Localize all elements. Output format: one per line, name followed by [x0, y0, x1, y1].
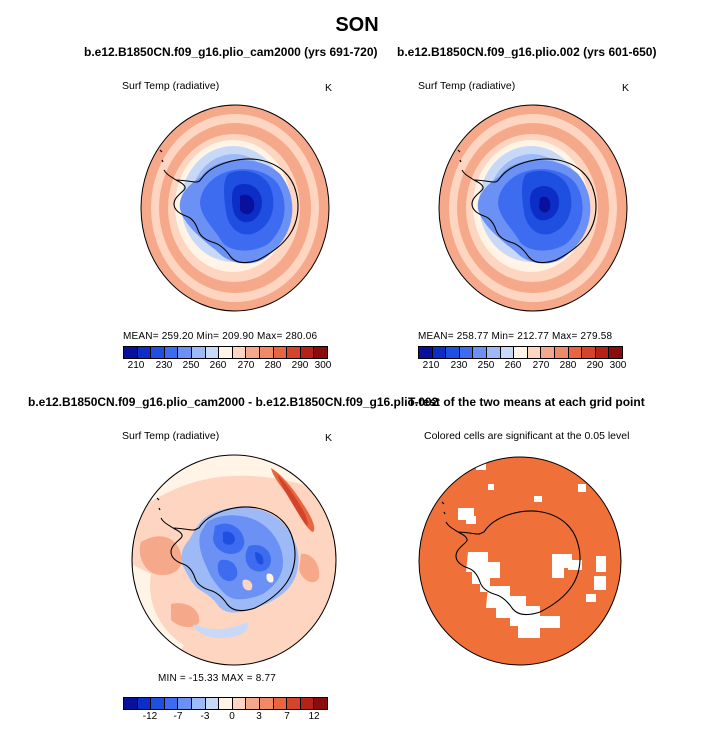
stats-top-right: MEAN= 258.77 Min= 212.77 Max= 279.58 — [418, 331, 613, 342]
colorbar-swatch — [137, 698, 152, 709]
colorbar-swatch — [500, 347, 515, 358]
tick-label: 230 — [155, 360, 173, 371]
colorbar-swatch — [582, 347, 596, 358]
units-label-bottom-left: K — [325, 432, 333, 444]
variable-label-top-right: Surf Temp (radiative) — [418, 80, 516, 92]
tick-label: 0 — [229, 711, 235, 722]
panel-title-top-right: b.e12.B1850CN.f09_g16.plio.002 (yrs 601-… — [397, 45, 657, 59]
colorbar-swatch — [609, 347, 622, 358]
colorbar-swatch — [232, 347, 247, 358]
tick-label: 3 — [256, 711, 262, 722]
colorbar-swatches — [123, 346, 328, 359]
tick-label: 260 — [504, 360, 522, 371]
colorbar-swatch — [514, 347, 528, 358]
colorbar-swatch — [595, 347, 610, 358]
tick-label: 210 — [127, 360, 145, 371]
colorbar-swatch — [432, 347, 447, 358]
colorbar-swatches — [418, 346, 623, 359]
colorbar-swatch — [541, 347, 555, 358]
colorbar-ticks-bottom-left: -12 -7 -3 0 3 7 12 — [123, 711, 328, 725]
panel-title-bottom-left: b.e12.B1850CN.f09_g16.plio_cam2000 - b.e… — [28, 395, 439, 409]
colorbar-swatch — [300, 347, 315, 358]
tick-label: 260 — [209, 360, 227, 371]
tick-label: 280 — [264, 360, 282, 371]
colorbar-swatch — [205, 347, 220, 358]
colorbar-swatch — [473, 347, 487, 358]
panel-title-bottom-right: T-test of the two means at each grid poi… — [408, 395, 645, 409]
units-label-top-left: K — [325, 82, 333, 94]
tick-label: 300 — [314, 360, 332, 371]
units-label-top-right: K — [622, 82, 630, 94]
tick-label: 300 — [609, 360, 627, 371]
colorbar-swatch — [273, 347, 288, 358]
tick-label: 12 — [308, 711, 320, 722]
colorbar-ticks-top-right: 210 230 250 260 270 280 290 300 — [418, 360, 627, 374]
tick-label: 270 — [532, 360, 550, 371]
figure-title: SON — [335, 14, 379, 36]
colorbar-bottom-left — [123, 697, 328, 710]
variable-label-top-left: Surf Temp (radiative) — [122, 80, 220, 92]
colorbar-swatch — [137, 347, 152, 358]
tick-label: 290 — [291, 360, 309, 371]
colorbar-swatch — [124, 698, 138, 709]
tick-label: 270 — [237, 360, 255, 371]
tick-label: -3 — [200, 711, 210, 722]
tick-label: -12 — [142, 711, 158, 722]
colorbar-swatch — [178, 347, 192, 358]
colorbar-swatch — [300, 698, 315, 709]
tick-label: 290 — [586, 360, 604, 371]
subtitle-bottom-right: Colored cells are significant at the 0.0… — [424, 430, 630, 442]
colorbar-swatch — [287, 698, 301, 709]
colorbar-swatches — [123, 697, 328, 710]
colorbar-ticks-top-left: 210 230 250 260 270 280 290 300 — [123, 360, 332, 374]
colorbar-swatch — [259, 347, 274, 358]
tick-label: 210 — [422, 360, 440, 371]
polar-map-top-left — [140, 104, 330, 312]
significance-map — [418, 456, 622, 666]
tick-label: 7 — [284, 711, 290, 722]
colorbar-swatch — [419, 347, 433, 358]
colorbar-swatch — [219, 698, 233, 709]
stats-top-left: MEAN= 259.20 Min= 209.90 Max= 280.06 — [123, 331, 318, 342]
colorbar-swatch — [314, 347, 327, 358]
colorbar-swatch — [273, 698, 288, 709]
colorbar-swatch — [164, 347, 179, 358]
colorbar-swatch — [446, 347, 460, 358]
colorbar-swatch — [246, 698, 260, 709]
colorbar-swatch — [151, 698, 165, 709]
colorbar-swatch — [459, 347, 474, 358]
colorbar-swatch — [164, 698, 179, 709]
colorbar-swatch — [205, 698, 220, 709]
colorbar-swatch — [178, 698, 192, 709]
panel-title-top-left: b.e12.B1850CN.f09_g16.plio_cam2000 (yrs … — [84, 45, 378, 59]
stats-bottom-left: MIN = -15.33 MAX = 8.77 — [158, 673, 276, 684]
tick-label: 250 — [182, 360, 200, 371]
tick-label: 280 — [559, 360, 577, 371]
colorbar-top-left — [123, 346, 328, 359]
tick-label: 230 — [450, 360, 468, 371]
tick-label: 250 — [477, 360, 495, 371]
colorbar-swatch — [219, 347, 233, 358]
colorbar-swatch — [287, 347, 301, 358]
colorbar-swatch — [191, 347, 206, 358]
colorbar-swatch — [191, 698, 206, 709]
colorbar-swatch — [259, 698, 274, 709]
colorbar-swatch — [232, 698, 247, 709]
polar-map-top-right — [438, 104, 628, 312]
colorbar-swatch — [486, 347, 501, 358]
polar-map-difference — [131, 454, 337, 666]
tick-label: -7 — [173, 711, 183, 722]
colorbar-top-right — [418, 346, 623, 359]
colorbar-swatch — [314, 698, 327, 709]
colorbar-swatch — [246, 347, 260, 358]
variable-label-bottom-left: Surf Temp (radiative) — [122, 430, 220, 442]
colorbar-swatch — [151, 347, 165, 358]
colorbar-swatch — [568, 347, 583, 358]
colorbar-swatch — [124, 347, 138, 358]
colorbar-swatch — [554, 347, 569, 358]
colorbar-swatch — [527, 347, 542, 358]
